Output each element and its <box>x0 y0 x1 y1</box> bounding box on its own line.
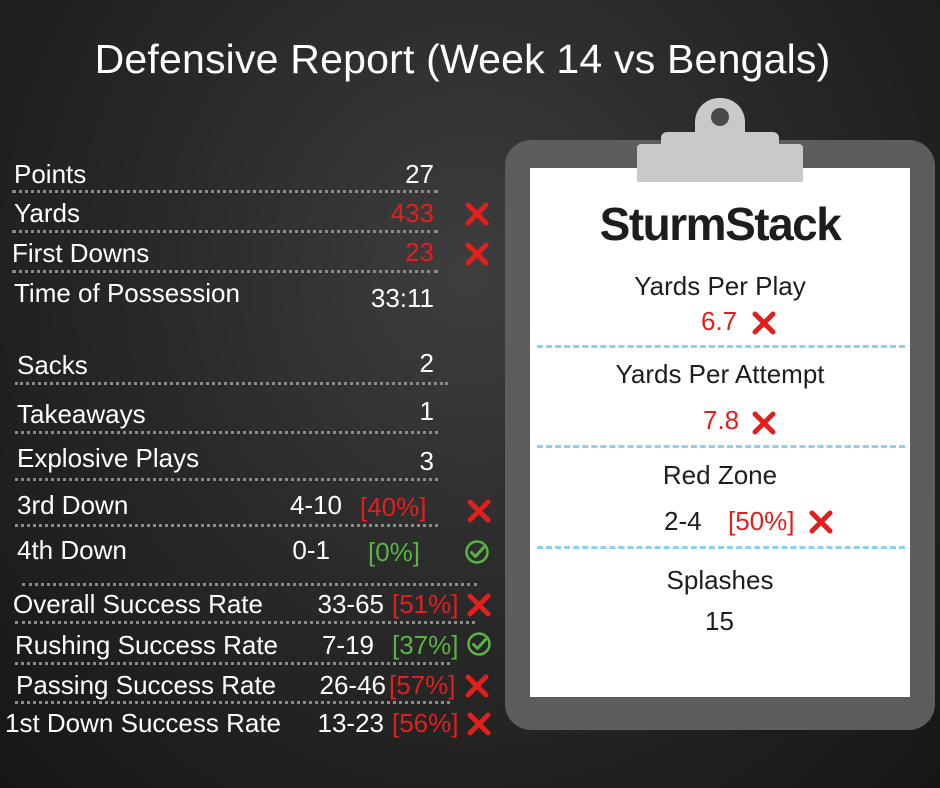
stat-value-1st-down-success-rate: 13-23 <box>317 708 385 738</box>
clip-value-yards-per-play: 6.7 <box>701 306 738 336</box>
clip-label-yards-per-attempt: Yards Per Attempt <box>615 359 825 389</box>
x-icon <box>752 411 776 435</box>
stat-label-first-downs: First Downs <box>12 238 150 268</box>
stat-value-takeaways: 1 <box>419 396 434 426</box>
divider <box>15 662 450 665</box>
stat-label-3rd-down: 3rd Down <box>17 490 129 520</box>
x-icon <box>465 242 489 266</box>
check-circle-icon <box>467 632 491 656</box>
divider <box>537 345 905 348</box>
stat-label-4th-down: 4th Down <box>17 535 127 565</box>
divider <box>537 445 905 448</box>
divider <box>22 583 477 586</box>
stat-value-points: 27 <box>405 159 434 189</box>
stat-value-rushing-success-rate: 7-19 <box>321 630 374 660</box>
divider <box>15 431 438 434</box>
divider <box>15 701 450 704</box>
stat-label-passing-success-rate: Passing Success Rate <box>16 670 277 700</box>
clip-label-yards-per-play: Yards Per Play <box>634 271 806 301</box>
clip-pct-red-zone: [50%] <box>728 506 795 536</box>
x-icon <box>465 674 489 698</box>
stat-value-time-of-possession: 33:11 <box>370 283 434 313</box>
divider <box>15 524 438 527</box>
stat-label-overall-success-rate: Overall Success Rate <box>13 589 263 619</box>
stat-pct-1st-down-success-rate: [56%] <box>392 708 459 738</box>
clipboard-paper <box>530 168 910 697</box>
clip-label-red-zone: Red Zone <box>662 460 778 490</box>
stat-pct-passing-success-rate: [57%] <box>389 670 456 700</box>
divider <box>15 621 475 624</box>
clip-value-splashes: 15 <box>705 606 734 636</box>
page-title: Defensive Report (Week 14 vs Bengals) <box>94 36 831 82</box>
stat-label-points: Points <box>14 159 87 189</box>
stat-pct-4th-down: [0%] <box>368 537 421 567</box>
brand-logo: SturmStack <box>599 198 842 250</box>
stat-pct-overall-success-rate: [51%] <box>392 589 459 619</box>
x-icon <box>752 311 776 335</box>
x-icon <box>809 510 833 534</box>
stat-value-explosive-plays: 3 <box>419 446 434 476</box>
x-icon <box>465 202 489 226</box>
x-icon <box>467 712 491 736</box>
divider <box>12 230 438 233</box>
stat-label-sacks: Sacks <box>17 350 88 380</box>
clip-label-splashes: Splashes <box>666 565 774 595</box>
stat-label-yards: Yards <box>14 198 80 228</box>
stat-value-passing-success-rate: 26-46 <box>319 670 387 700</box>
divider <box>12 190 438 193</box>
divider <box>12 270 438 273</box>
stat-label-rushing-success-rate: Rushing Success Rate <box>15 630 279 660</box>
stat-label-takeaways: Takeaways <box>17 399 146 429</box>
divider <box>15 478 438 481</box>
stat-label-time-of-possession: Time of Possession <box>14 278 240 308</box>
stat-pct-rushing-success-rate: [37%] <box>392 630 459 660</box>
stat-value-sacks: 2 <box>419 348 434 378</box>
x-icon <box>467 593 491 617</box>
divider <box>15 382 448 385</box>
stat-value-first-downs: 23 <box>405 237 434 267</box>
clipboard-clip <box>637 144 803 182</box>
stat-value-overall-success-rate: 33-65 <box>317 589 385 619</box>
divider <box>537 546 905 549</box>
stat-pct-3rd-down: [40%] <box>360 492 427 522</box>
clip-value-yards-per-attempt: 7.8 <box>703 405 740 435</box>
clipboard-clip-hole <box>711 108 729 126</box>
clip-value-red-zone: 2-4 <box>664 506 702 536</box>
stat-label-explosive-plays: Explosive Plays <box>17 443 200 473</box>
check-circle-icon <box>465 540 489 564</box>
stat-value-4th-down: 0-1 <box>292 535 330 565</box>
stat-value-yards: 433 <box>390 198 434 228</box>
stat-value-3rd-down: 4-10 <box>289 490 342 520</box>
x-icon <box>467 499 491 523</box>
stat-label-1st-down-success-rate: 1st Down Success Rate <box>5 708 282 738</box>
